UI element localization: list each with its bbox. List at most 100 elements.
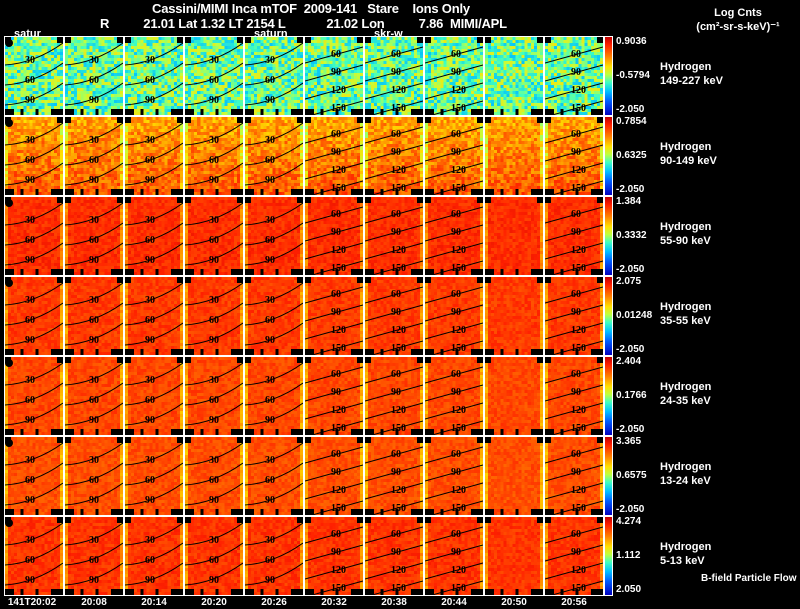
contour-label: 120 (331, 565, 346, 576)
contour-line (125, 462, 183, 486)
contour-line (125, 282, 183, 306)
contour-overlay: 30 60 90 (5, 519, 63, 586)
contour-label: 120 (451, 165, 466, 176)
contour-line (65, 222, 123, 246)
contour-label: 150 (391, 343, 406, 354)
colorbar-cmax-label: 0.7854 (616, 116, 647, 127)
contour-overlay: 30 60 90 (245, 42, 303, 106)
time-tick-label: 20:14 (141, 597, 167, 608)
contour-label: 60 (265, 155, 275, 166)
contour-line (5, 242, 63, 266)
contour-label: 90 (331, 307, 341, 318)
species-name: Hydrogen (660, 461, 712, 473)
contour-line (425, 304, 483, 322)
contour-label: 150 (451, 583, 466, 594)
contour-label: 90 (391, 67, 401, 78)
contour-label: 30 (265, 215, 275, 226)
contour-label: 60 (89, 475, 99, 486)
colorbar-units-line2: (cm²-sr-s-keV)⁻¹ (696, 21, 780, 33)
contour-label: 60 (391, 449, 401, 460)
contour-label: 120 (451, 245, 466, 256)
contour-label: 90 (89, 95, 99, 106)
contour-label: 150 (571, 183, 586, 194)
contour-label: 60 (391, 289, 401, 300)
heatmap-panel-r0-c6: 60 90 120 150 (364, 36, 424, 116)
heatmap-panel-r5-c8 (484, 436, 544, 516)
contour-line (545, 402, 603, 420)
colorbar-cmid-label: 0.6325 (616, 150, 647, 161)
contour-label: 90 (145, 415, 155, 426)
contour-line (545, 322, 603, 340)
contour-line (245, 522, 303, 546)
contour-overlay: 30 60 90 (125, 282, 183, 346)
contour-line (425, 482, 483, 500)
contour-line (125, 122, 183, 146)
contour-label: 120 (571, 325, 586, 336)
contour-line (65, 542, 123, 566)
contour-line (425, 286, 483, 304)
colorbar-cmax-label: 4.274 (616, 516, 642, 527)
contour-label: 90 (391, 547, 401, 558)
contour-label: 90 (331, 67, 341, 78)
colorbar-cmid-label: 1.112 (616, 550, 641, 561)
contour-line (185, 562, 243, 586)
contour-label: 90 (145, 175, 155, 186)
contour-label: 90 (391, 227, 401, 238)
contour-line (5, 522, 63, 546)
contour-label: 150 (451, 103, 466, 114)
contour-label: 60 (451, 449, 461, 460)
energy-range: 90-149 keV (660, 155, 717, 167)
contour-label: 90 (89, 335, 99, 346)
contour-line (125, 362, 183, 386)
contour-line (550, 580, 603, 595)
contour-line (185, 322, 243, 346)
contour-line (425, 126, 483, 144)
contour-line (545, 286, 603, 304)
heatmap-panel-r4-c8 (484, 356, 544, 436)
heatmap-panel-r2-c6: 60 90 120 150 (364, 196, 424, 276)
contour-line (185, 242, 243, 266)
contour-overlay: 30 60 90 (65, 202, 123, 266)
contour-overlay: 30 60 90 (185, 442, 243, 506)
contour-line (125, 202, 183, 226)
contour-line (125, 302, 183, 326)
energy-range: 13-24 keV (660, 475, 711, 487)
contour-label: 60 (451, 209, 461, 220)
contour-label: 30 (145, 375, 155, 386)
contour-line (365, 402, 423, 420)
spacecraft-marker (5, 439, 13, 447)
contour-overlay: 60 90 120 150 (545, 126, 603, 195)
contour-overlay: 60 90 120 150 (545, 366, 603, 435)
contour-line (545, 144, 603, 162)
contour-line (65, 142, 123, 166)
contour-label: 60 (89, 235, 99, 246)
contour-label: 30 (145, 215, 155, 226)
contour-overlay: 30 60 90 (125, 522, 183, 586)
contour-overlay: 30 60 90 (245, 362, 303, 426)
contour-line (305, 482, 363, 500)
colorbar-cmax-label: 1.384 (616, 196, 642, 207)
contour-line (65, 522, 123, 546)
heatmap-panel-r1-c5: 60 90 120 150 (304, 116, 364, 196)
contour-label: 90 (451, 227, 461, 238)
contour-line (545, 46, 603, 64)
contour-label: 60 (391, 49, 401, 60)
contour-label: 60 (265, 235, 275, 246)
contour-label: 60 (451, 529, 461, 540)
contour-line (5, 482, 63, 506)
contour-line (425, 402, 483, 420)
contour-label: 150 (451, 263, 466, 274)
colorbar-cmin-label: -2.050 (616, 104, 645, 115)
heatmap-panel-r6-c7: 60 90 120 150 (424, 516, 484, 596)
contour-label: 30 (89, 295, 99, 306)
contour-line (310, 180, 363, 195)
contour-overlay: 30 60 90 (5, 359, 63, 426)
contour-label: 30 (265, 455, 275, 466)
colorbar-cmid-label: 0.1766 (616, 390, 647, 401)
contour-line (125, 442, 183, 466)
contour-label: 90 (209, 95, 219, 106)
contour-overlay: 60 90 120 150 (425, 206, 483, 275)
heatmap-panel-r2-c7: 60 90 120 150 (424, 196, 484, 276)
contour-line (125, 542, 183, 566)
colorbar-units-line1: Log Cnts (714, 7, 762, 19)
